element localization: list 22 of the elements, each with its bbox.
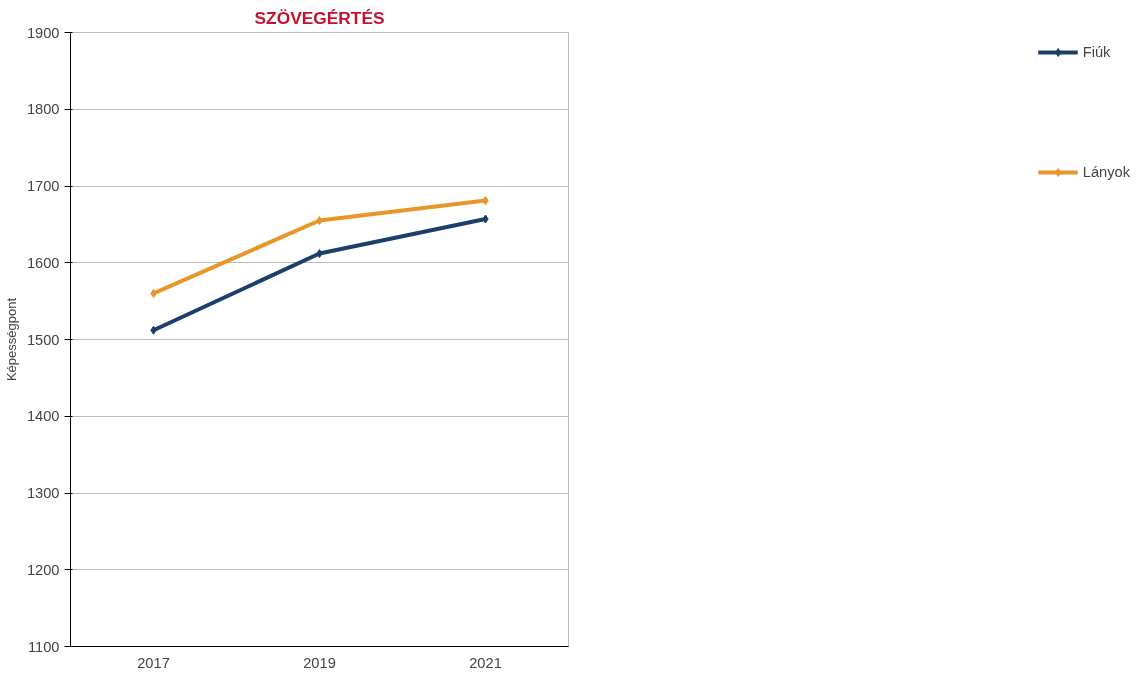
- y-axis-title: Képességpont: [3, 297, 19, 382]
- x-tick-label: 2021: [469, 654, 502, 671]
- y-tick-label: 1500: [26, 331, 60, 348]
- point: [482, 214, 489, 224]
- point: [482, 196, 489, 206]
- y-tick-label: 1900: [26, 24, 60, 41]
- chart-title: SZÖVEGÉRTÉS: [254, 7, 385, 28]
- point: [150, 288, 157, 298]
- x-tick-label: 2017: [137, 654, 170, 671]
- y-tick-label: 1200: [26, 561, 60, 578]
- x-tick-label: 2019: [303, 654, 336, 671]
- point: [316, 216, 323, 226]
- y-tick-label: 1600: [26, 254, 60, 271]
- point: [316, 249, 323, 259]
- legend-label: Fiúk: [1082, 44, 1111, 60]
- y-tick-label: 1100: [27, 638, 60, 655]
- point: [150, 325, 157, 335]
- y-tick-label: 1700: [26, 178, 60, 194]
- y-tick-label: 1300: [26, 485, 60, 501]
- legend-label: Lányok: [1082, 164, 1130, 180]
- y-tick-label: 1800: [26, 101, 60, 118]
- y-tick-label: 1400: [26, 408, 60, 425]
